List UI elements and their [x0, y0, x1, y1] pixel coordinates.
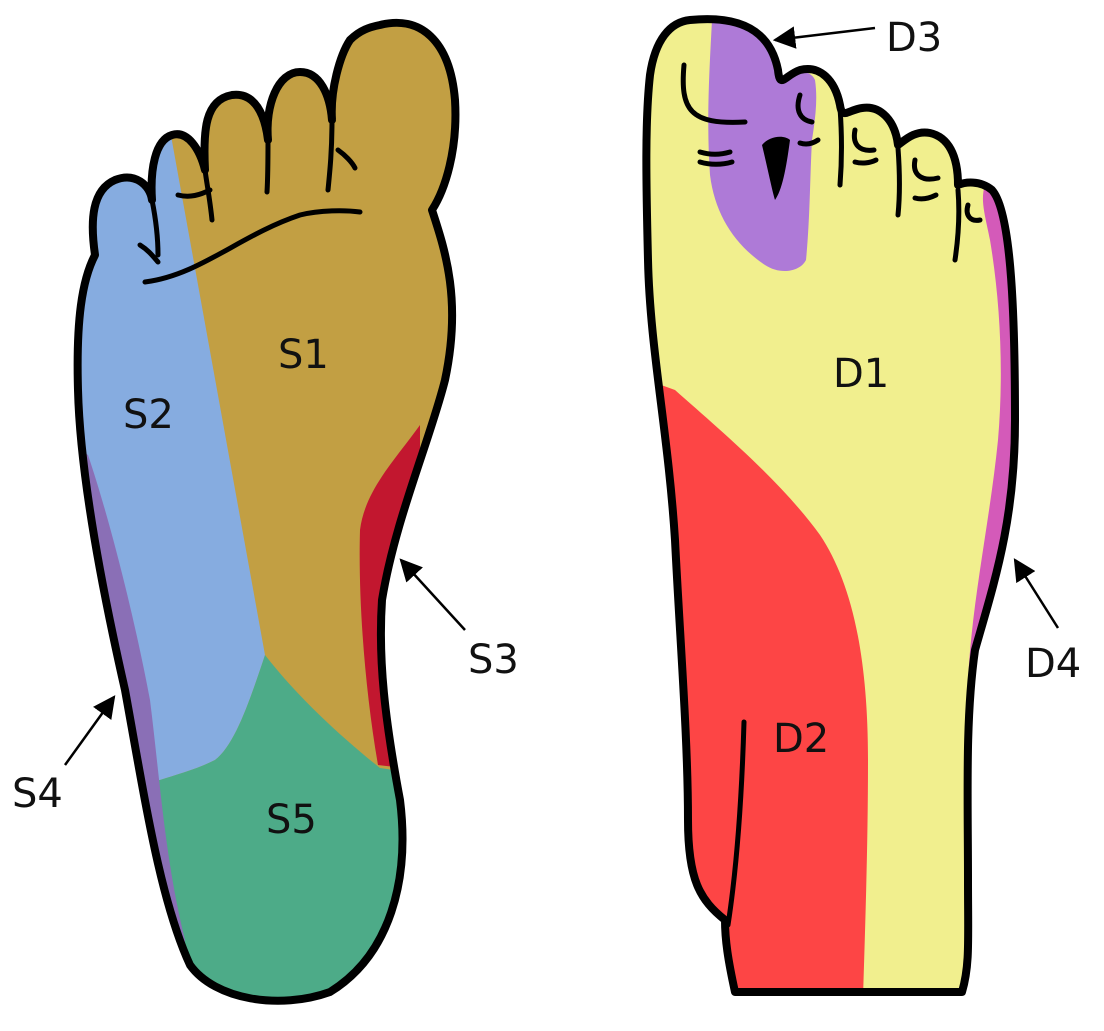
dorsal-toe-details: [680, 62, 983, 928]
arrow-d3: [772, 26, 876, 49]
label-s1: S1: [278, 332, 329, 378]
arrow-s4: [63, 695, 116, 766]
plantar-foot: S1 S2 S5 S3 S4: [12, 18, 519, 1005]
label-s4: S4: [12, 771, 63, 817]
label-d3: D3: [886, 15, 942, 61]
label-d4: D4: [1025, 641, 1081, 687]
plantar-zones: [77, 22, 456, 1001]
label-s2: S2: [123, 392, 174, 438]
label-d1: D1: [833, 351, 889, 397]
label-s5: S5: [266, 797, 317, 843]
dorsal-zones: [646, 19, 1015, 993]
label-d2: D2: [773, 716, 829, 762]
label-s3: S3: [468, 637, 519, 683]
plantar-toe-creases: [137, 117, 363, 285]
dorsal-foot-outline: [642, 15, 1019, 996]
dorsal-foot: D1 D2 D3 D4: [642, 15, 1081, 996]
arrow-d4: [1013, 558, 1060, 629]
arrow-s3: [399, 558, 466, 631]
